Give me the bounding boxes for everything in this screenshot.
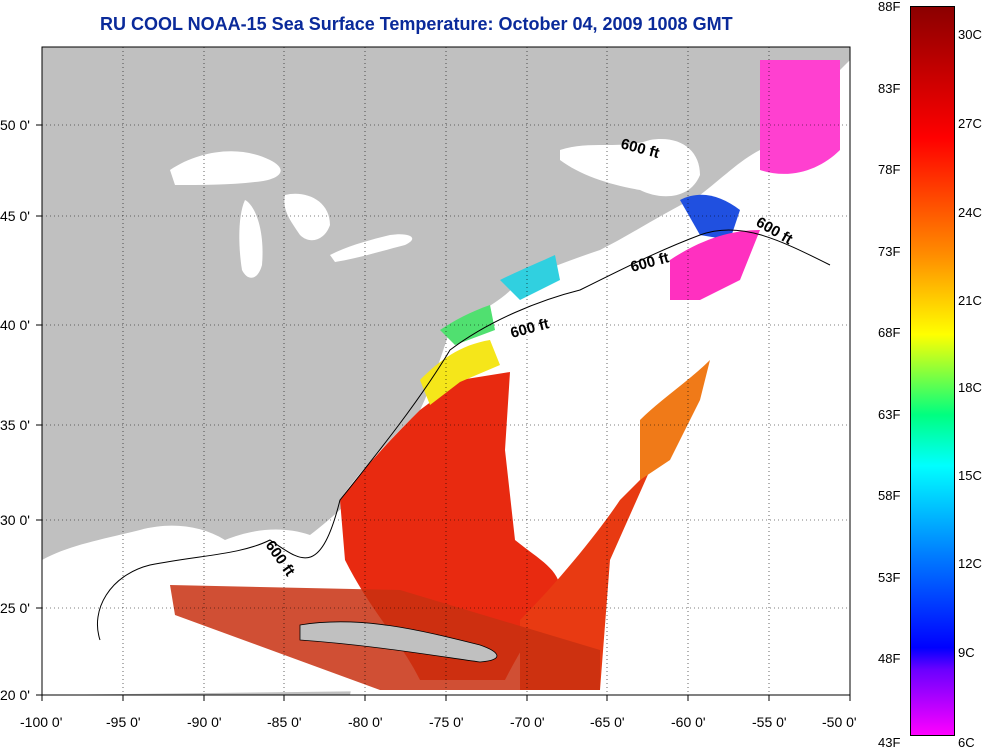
colorbar-c-label: 15C bbox=[958, 468, 982, 483]
lon-tick-label: -100 0' bbox=[20, 714, 62, 730]
sst-yellow-band bbox=[420, 340, 500, 405]
lon-tick-label: -75 0' bbox=[429, 714, 464, 730]
sst-orange-band bbox=[640, 360, 710, 480]
sst-cyan-band bbox=[500, 255, 560, 300]
lon-tick-label: -95 0' bbox=[106, 714, 141, 730]
colorbar-f-label: 43F bbox=[878, 735, 901, 750]
gulf-of-st-lawrence bbox=[560, 139, 700, 197]
lon-tick-label: -85 0' bbox=[267, 714, 302, 730]
colorbar-f-label: 48F bbox=[878, 651, 901, 666]
graticule bbox=[42, 47, 850, 695]
colorbar-c-label: 27C bbox=[958, 116, 982, 131]
sst-green-band bbox=[440, 305, 495, 345]
map-title: RU COOL NOAA-15 Sea Surface Temperature:… bbox=[100, 14, 733, 34]
lat-tick-label: 25 0' bbox=[0, 600, 30, 616]
lat-tick-label: 50 0' bbox=[0, 117, 30, 133]
lat-tick-label: 20 0' bbox=[0, 687, 30, 703]
lon-tick-label: -60 0' bbox=[671, 714, 706, 730]
isobath-600ft bbox=[96, 229, 831, 641]
lat-tick-label: 35 0' bbox=[0, 417, 30, 433]
lon-tick-label: -90 0' bbox=[187, 714, 222, 730]
colorbar-c-label: 18C bbox=[958, 380, 982, 395]
colorbar-c-label: 6C bbox=[958, 735, 975, 750]
colorbar-c-label: 12C bbox=[958, 556, 982, 571]
colorbar-f-label: 63F bbox=[878, 407, 901, 422]
temperature-colorbar bbox=[910, 6, 955, 736]
colorbar-c-label: 9C bbox=[958, 645, 975, 660]
colorbar-f-label: 68F bbox=[878, 325, 901, 340]
lon-tick-label: -55 0' bbox=[752, 714, 787, 730]
lon-tick-label: -50 0' bbox=[822, 714, 857, 730]
colorbar-c-label: 30C bbox=[958, 27, 982, 42]
colorbar-f-label: 73F bbox=[878, 244, 901, 259]
sst-magenta-north bbox=[760, 60, 840, 174]
lake-superior bbox=[170, 151, 281, 185]
colorbar-f-label: 88F bbox=[878, 0, 901, 14]
lat-tick-label: 45 0' bbox=[0, 208, 30, 224]
lake-huron bbox=[284, 193, 330, 241]
colorbar-c-label: 21C bbox=[958, 293, 982, 308]
sst-warm-east bbox=[520, 470, 650, 690]
colorbar-c-label: 24C bbox=[958, 205, 982, 220]
colorbar-f-label: 83F bbox=[878, 81, 901, 96]
tick-marks bbox=[36, 124, 851, 701]
lon-tick-label: -80 0' bbox=[348, 714, 383, 730]
lat-tick-label: 30 0' bbox=[0, 512, 30, 528]
lon-tick-label: -70 0' bbox=[510, 714, 545, 730]
colorbar-f-label: 58F bbox=[878, 488, 901, 503]
lon-tick-label: -65 0' bbox=[590, 714, 625, 730]
colorbar-f-label: 53F bbox=[878, 570, 901, 585]
sst-blue-band bbox=[680, 194, 740, 240]
lake-michigan bbox=[239, 200, 263, 278]
lat-tick-label: 40 0' bbox=[0, 317, 30, 333]
lake-erie-ontario bbox=[330, 234, 413, 262]
colorbar-f-label: 78F bbox=[878, 162, 901, 177]
sst-magenta-band bbox=[670, 230, 760, 300]
cuba-coast bbox=[299, 621, 498, 663]
